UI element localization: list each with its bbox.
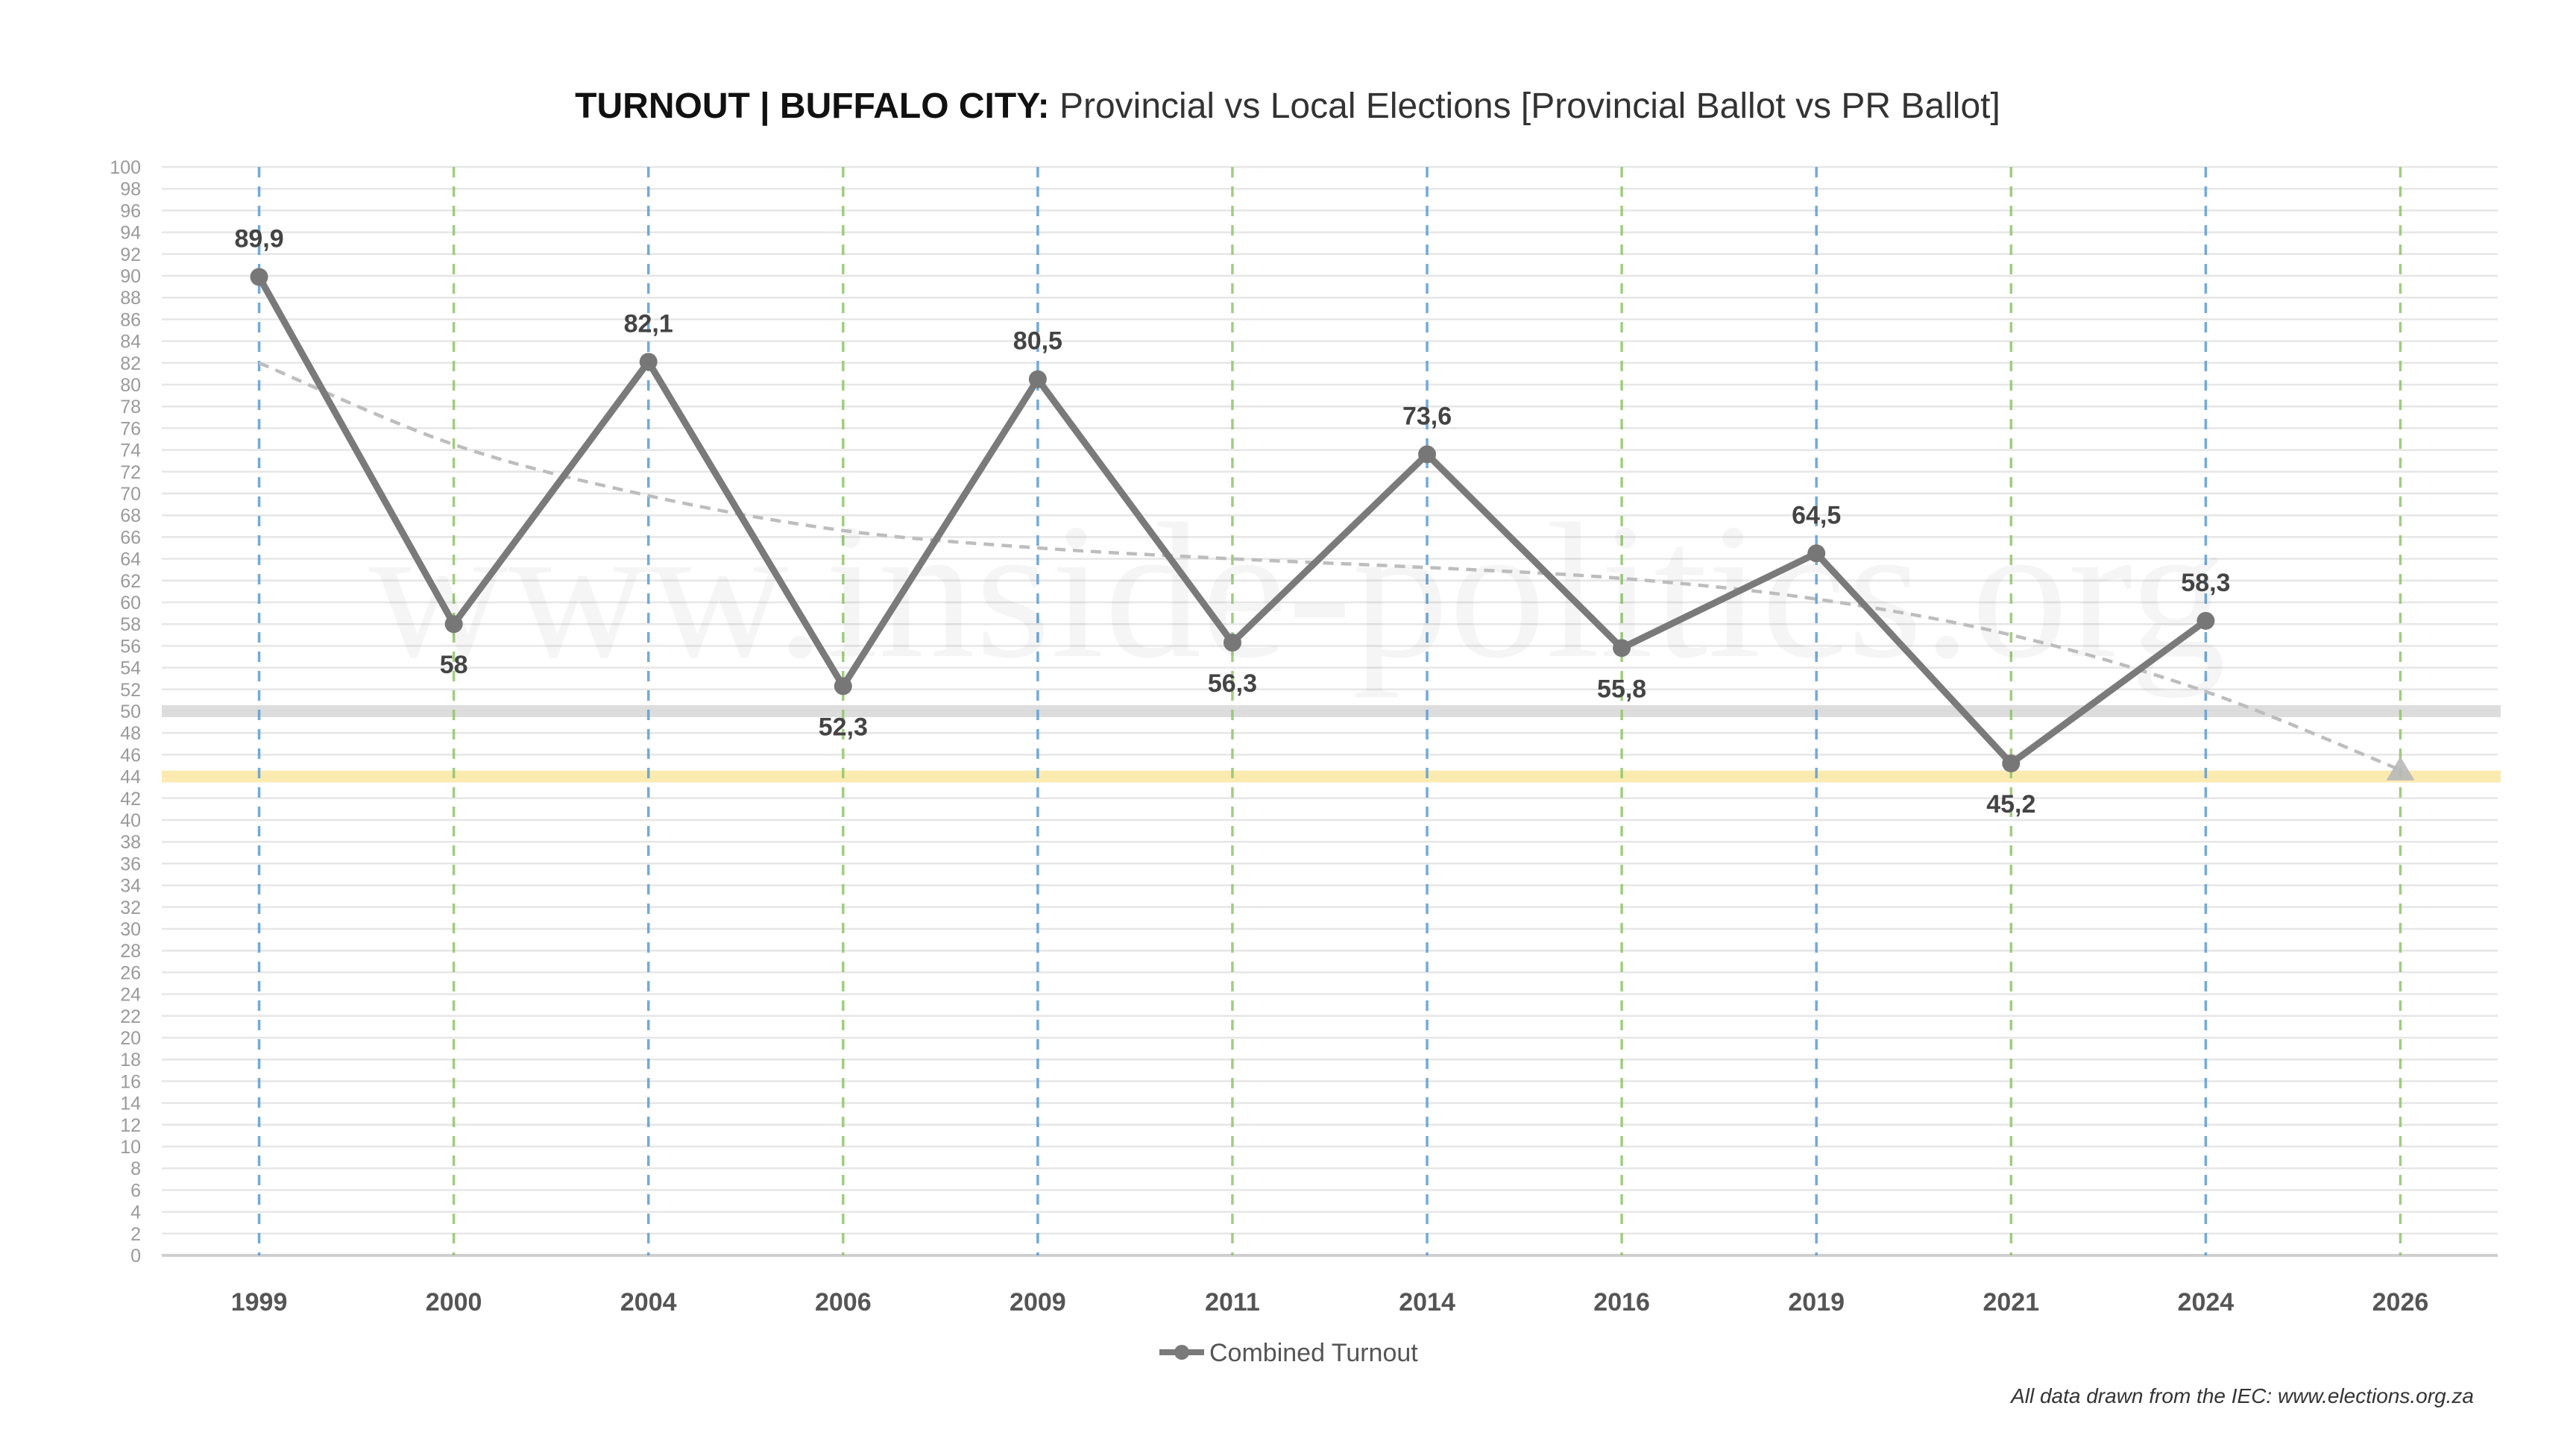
y-tick-label: 60	[120, 593, 141, 614]
y-tick-label: 44	[120, 767, 141, 788]
y-tick-label: 84	[120, 332, 141, 353]
x-tick-label: 2000	[426, 1288, 482, 1316]
x-tick-label: 2014	[1399, 1288, 1455, 1316]
title-rest: Provincial vs Local Elections [Provincia…	[1050, 86, 2000, 126]
y-tick-label: 0	[130, 1246, 141, 1267]
data-point	[1613, 639, 1631, 657]
x-tick-label: 2026	[2372, 1288, 2429, 1316]
y-tick-label: 48	[120, 723, 141, 744]
data-point	[1028, 370, 1047, 388]
y-tick-label: 82	[120, 353, 141, 374]
data-point	[250, 268, 268, 286]
watermark: www.inside-politics.org	[368, 484, 2226, 698]
x-tick-label: 1999	[231, 1288, 288, 1316]
data-point	[2002, 754, 2021, 773]
legend-label: Combined Turnout	[1209, 1339, 1418, 1367]
x-tick-label: 2016	[1593, 1288, 1650, 1316]
y-tick-label: 86	[120, 309, 141, 330]
data-label: 82,1	[624, 309, 673, 338]
y-tick-label: 76	[120, 418, 141, 439]
y-tick-label: 78	[120, 397, 141, 417]
source-note: All data drawn from the IEC: www.electio…	[2009, 1384, 2474, 1407]
x-tick-label: 2024	[2178, 1288, 2235, 1316]
y-tick-label: 100	[110, 157, 141, 178]
x-tick-label: 2009	[1010, 1288, 1066, 1316]
y-tick-label: 74	[120, 441, 141, 461]
y-tick-label: 40	[120, 810, 141, 831]
y-tick-label: 54	[120, 658, 141, 679]
y-tick-label: 24	[120, 985, 141, 1006]
y-tick-label: 62	[120, 571, 141, 592]
y-tick-label: 50	[120, 701, 141, 722]
data-point	[639, 353, 658, 371]
y-tick-label: 2	[130, 1224, 141, 1245]
y-tick-label: 8	[130, 1158, 141, 1179]
y-tick-label: 4	[130, 1202, 141, 1223]
y-tick-label: 90	[120, 266, 141, 287]
y-tick-label: 18	[120, 1050, 141, 1070]
y-tick-label: 72	[120, 462, 141, 483]
y-tick-label: 42	[120, 789, 141, 810]
data-point	[1223, 634, 1241, 652]
y-tick-label: 28	[120, 941, 141, 962]
trendline	[258, 361, 2402, 772]
data-label: 52,3	[819, 713, 868, 741]
y-tick-label: 14	[120, 1094, 141, 1114]
y-tick-label: 32	[120, 898, 141, 918]
chart-title: TURNOUT | BUFFALO CITY: Provincial vs Lo…	[575, 86, 2000, 126]
x-tick-label: 2006	[815, 1288, 872, 1316]
y-tick-label: 10	[120, 1137, 141, 1158]
legend: Combined Turnout	[1159, 1339, 1418, 1367]
y-tick-label: 22	[120, 1006, 141, 1027]
y-tick-label: 58	[120, 614, 141, 635]
data-label: 89,9	[234, 224, 283, 253]
y-tick-label: 66	[120, 527, 141, 548]
y-tick-label: 92	[120, 245, 141, 265]
y-tick-label: 88	[120, 288, 141, 309]
y-tick-label: 6	[130, 1180, 141, 1201]
y-tick-label: 52	[120, 680, 141, 701]
data-label: 58	[440, 651, 468, 679]
y-tick-label: 70	[120, 484, 141, 505]
x-tick-label: 2011	[1205, 1288, 1260, 1316]
y-tick-label: 16	[120, 1071, 141, 1092]
legend-marker-icon	[1174, 1345, 1189, 1360]
x-tick-label: 2019	[1788, 1288, 1845, 1316]
y-tick-label: 80	[120, 375, 141, 396]
data-point	[444, 615, 463, 634]
data-label: 56,3	[1208, 669, 1257, 698]
trendline-end-marker	[2386, 756, 2415, 781]
reference-band	[162, 705, 2501, 717]
y-tick-label: 68	[120, 505, 141, 526]
y-tick-label: 96	[120, 201, 141, 221]
reference-band	[162, 770, 2501, 783]
data-label: 64,5	[1792, 501, 1841, 529]
title-bold: TURNOUT | BUFFALO CITY:	[575, 86, 1049, 126]
y-tick-label: 20	[120, 1028, 141, 1049]
data-point	[2196, 611, 2215, 630]
y-tick-label: 30	[120, 919, 141, 940]
x-tick-label: 2021	[1983, 1288, 2039, 1316]
data-label: 45,2	[1986, 790, 2035, 819]
x-tick-label: 2004	[620, 1288, 677, 1316]
data-label: 58,3	[2181, 569, 2230, 597]
data-label: 73,6	[1402, 402, 1452, 430]
y-tick-label: 56	[120, 636, 141, 657]
y-tick-label: 94	[120, 223, 141, 244]
y-tick-label: 36	[120, 854, 141, 874]
y-tick-label: 12	[120, 1115, 141, 1136]
data-label: 55,8	[1597, 675, 1646, 703]
data-point	[1807, 544, 1826, 563]
y-tick-label: 46	[120, 745, 141, 766]
y-tick-label: 98	[120, 179, 141, 200]
y-tick-label: 34	[120, 876, 141, 897]
y-tick-label: 26	[120, 962, 141, 983]
data-point	[834, 677, 852, 696]
y-tick-label: 64	[120, 549, 141, 570]
data-point	[1418, 445, 1437, 464]
y-tick-label: 38	[120, 832, 141, 853]
data-label: 80,5	[1013, 327, 1062, 356]
